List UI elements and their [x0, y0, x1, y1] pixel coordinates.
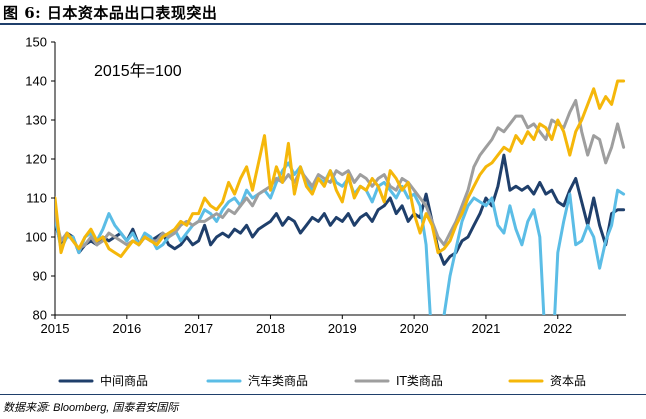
base-year-annotation: 2015年=100 [94, 62, 182, 80]
series-line-4 [55, 79, 626, 258]
legend-label: IT类商品 [396, 373, 443, 388]
source-rule [0, 394, 646, 395]
x-tick-label: 2016 [112, 321, 141, 336]
legend-label: 中间商品 [100, 373, 148, 388]
x-tick-label: 2020 [400, 321, 429, 336]
legend-label: 汽车类商品 [248, 373, 308, 388]
x-tick-label: 2021 [471, 321, 500, 336]
y-tick-label: 140 [25, 74, 47, 89]
x-tick-label: 2019 [328, 321, 357, 336]
legend-item: 汽车类商品 [206, 373, 308, 388]
line-chart: 80 90 100 110 120 130 140 150 2015 2016 2017 2018 20… [25, 35, 626, 388]
series-line-2 [55, 161, 626, 315]
y-tick-label: 110 [26, 191, 47, 206]
title-rule [0, 23, 646, 25]
chart-legend: 中间商品 汽车类商品 IT类商品 资本品 [58, 373, 586, 388]
x-tick-label: 2018 [256, 321, 285, 336]
y-tick-label: 150 [25, 35, 47, 50]
y-tick-label: 130 [25, 113, 47, 128]
y-tick-label: 100 [25, 230, 47, 245]
legend-label: 资本品 [550, 374, 586, 388]
chart-axes: 80 90 100 110 120 130 140 150 2015 2016 2017 2018 20… [25, 35, 626, 336]
legend-item: 中间商品 [58, 373, 148, 388]
chart-series [55, 79, 626, 315]
x-tick-label: 2022 [543, 321, 572, 336]
y-tick-label: 80 [33, 308, 47, 323]
y-tick-label: 120 [25, 152, 47, 167]
source-note: 数据来源: Bloomberg, 国泰君安国际 [3, 402, 179, 414]
x-tick-label: 2015 [41, 321, 70, 336]
legend-item: 资本品 [508, 374, 586, 388]
figure-title: 图 6: 日本资本品出口表现突出 [3, 4, 218, 22]
x-tick-label: 2017 [184, 321, 213, 336]
y-tick-label: 90 [33, 269, 47, 284]
legend-item: IT类商品 [354, 373, 443, 388]
